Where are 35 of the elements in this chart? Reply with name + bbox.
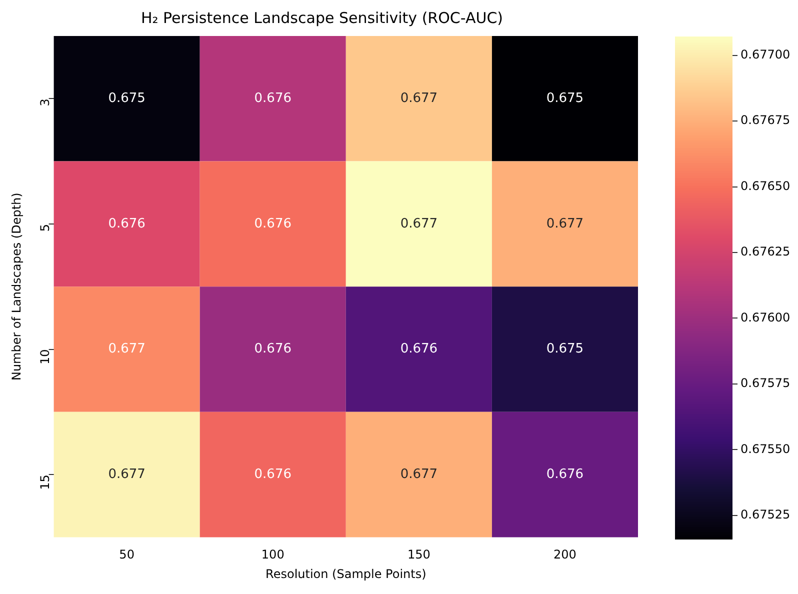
data-label: 0.676 — [254, 342, 292, 357]
y-axis-title: Number of Landscapes (Depth) — [9, 192, 24, 381]
x-tick-label: 50 — [119, 548, 134, 562]
color-bar-label: 0.67675 — [740, 113, 790, 128]
color-bar-label: 0.67525 — [740, 507, 790, 522]
data-label: 0.677 — [400, 91, 438, 106]
data-label: 0.677 — [108, 466, 146, 482]
y-tick-label: 15 — [38, 474, 52, 490]
color-bar-label: 0.67700 — [740, 48, 790, 62]
data-label: 0.677 — [108, 342, 146, 357]
data-label: 0.677 — [400, 466, 438, 482]
data-label: 0.677 — [400, 216, 438, 232]
data-label: 0.676 — [400, 342, 438, 357]
data-label: 0.676 — [254, 216, 292, 232]
x-tick-label: 100 — [261, 548, 284, 562]
chart-title: H₂ Persistence Landscape Sensitivity (ROC-AUC) — [140, 8, 504, 27]
data-label: 0.676 — [254, 466, 292, 482]
data-label: 0.676 — [546, 466, 584, 482]
x-tick-label: 200 — [554, 548, 576, 562]
data-label: 0.677 — [546, 216, 584, 232]
color-bar-label: 0.67600 — [740, 310, 790, 324]
y-tick-label: 5 — [38, 224, 52, 232]
x-axis-title: Resolution (Sample Points) — [266, 566, 426, 581]
y-tick-label: 3 — [38, 98, 52, 106]
color-bar-label: 0.67550 — [740, 442, 790, 456]
data-label: 0.675 — [546, 342, 584, 357]
y-tick-label: 10 — [38, 349, 52, 365]
data-label: 0.675 — [108, 91, 146, 106]
data-label: 0.676 — [254, 91, 292, 106]
data-label: 0.675 — [546, 91, 584, 106]
data-label: 0.676 — [108, 216, 146, 232]
color-bar-label: 0.67625 — [740, 244, 790, 259]
color-bar-label: 0.67650 — [740, 178, 790, 193]
color-bar-label: 0.67575 — [740, 376, 790, 390]
x-tick-label: 150 — [407, 548, 430, 562]
